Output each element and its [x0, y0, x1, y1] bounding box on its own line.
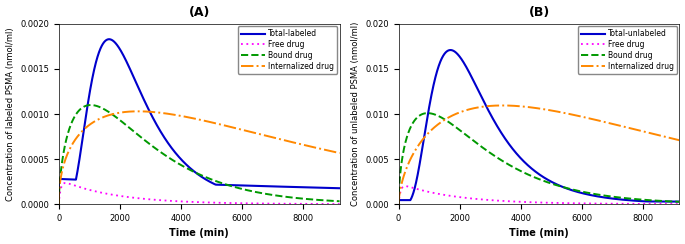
Title: (B): (B)	[528, 6, 549, 19]
Internalized drug	[66, 146, 75, 149]
Free drug	[406, 186, 414, 189]
Bound drug	[71, 114, 79, 117]
Total-labeled	[66, 178, 75, 181]
Line: Internalized drug: Internalized drug	[59, 111, 340, 204]
Free drug	[110, 193, 118, 196]
Bound drug	[406, 127, 414, 130]
Internalized drug	[110, 112, 118, 115]
Free drug	[411, 187, 419, 190]
Bound drug	[675, 200, 684, 203]
Internalized drug	[71, 138, 79, 141]
Free drug	[675, 203, 684, 205]
Line: Bound drug: Bound drug	[399, 113, 680, 204]
Internalized drug	[321, 148, 329, 151]
Line: Bound drug: Bound drug	[59, 105, 340, 204]
Line: Total-labeled: Total-labeled	[59, 39, 340, 204]
X-axis label: Time (min): Time (min)	[509, 228, 569, 238]
Internalized drug	[406, 158, 414, 161]
Free drug	[532, 201, 540, 204]
Bound drug	[110, 114, 118, 117]
Internalized drug	[411, 149, 419, 152]
Internalized drug	[498, 104, 506, 107]
Bound drug	[411, 118, 419, 121]
Free drug	[55, 203, 63, 206]
Internalized drug	[56, 182, 64, 184]
Total-labeled	[71, 178, 79, 181]
Free drug	[401, 185, 410, 188]
Bound drug	[192, 171, 200, 174]
Total-unlabeled	[447, 49, 455, 51]
Total-unlabeled	[532, 171, 540, 173]
Total-unlabeled	[449, 50, 458, 52]
Total-unlabeled	[411, 184, 419, 187]
Total-labeled	[321, 186, 329, 189]
Free drug	[395, 203, 403, 206]
Y-axis label: Concentration of labeled PSMA (nmol/ml): Concentration of labeled PSMA (nmol/ml)	[5, 27, 14, 201]
Line: Total-unlabeled: Total-unlabeled	[399, 50, 680, 204]
Total-labeled	[105, 38, 113, 41]
Bound drug	[321, 199, 329, 202]
Free drug	[62, 182, 70, 184]
Internalized drug	[660, 135, 669, 138]
Bound drug	[395, 203, 403, 206]
Internalized drug	[449, 113, 458, 116]
Bound drug	[55, 203, 63, 206]
Y-axis label: Concentration of unlabeled PSMA (nmol/ml): Concentration of unlabeled PSMA (nmol/ml…	[351, 22, 360, 206]
Free drug	[660, 203, 669, 205]
Total-labeled	[336, 187, 344, 190]
Free drug	[449, 195, 458, 198]
Free drug	[336, 203, 344, 205]
Bound drug	[532, 176, 540, 179]
Total-unlabeled	[660, 200, 669, 203]
Internalized drug	[396, 191, 404, 193]
Legend: Total-unlabeled, Free drug, Bound drug, Internalized drug: Total-unlabeled, Free drug, Bound drug, …	[577, 26, 677, 74]
Internalized drug	[134, 110, 142, 113]
Internalized drug	[532, 107, 540, 110]
Bound drug	[423, 112, 432, 115]
Internalized drug	[192, 117, 200, 120]
Free drug	[66, 183, 75, 186]
X-axis label: Time (min): Time (min)	[169, 228, 229, 238]
Free drug	[71, 184, 79, 187]
Title: (A): (A)	[188, 6, 210, 19]
Internalized drug	[336, 152, 344, 154]
Free drug	[56, 192, 64, 194]
Free drug	[192, 201, 200, 203]
Total-labeled	[55, 203, 63, 206]
Bound drug	[86, 103, 95, 106]
Bound drug	[396, 176, 404, 179]
Internalized drug	[395, 203, 403, 206]
Bound drug	[56, 179, 64, 182]
Total-unlabeled	[395, 203, 403, 206]
Line: Free drug: Free drug	[59, 183, 340, 204]
Bound drug	[336, 200, 344, 203]
Free drug	[396, 193, 404, 196]
Bound drug	[449, 124, 458, 127]
Free drug	[321, 203, 329, 205]
Total-unlabeled	[406, 199, 414, 202]
Total-labeled	[56, 178, 64, 181]
Total-unlabeled	[396, 199, 404, 202]
Internalized drug	[675, 139, 684, 142]
Line: Internalized drug: Internalized drug	[399, 105, 680, 204]
Total-unlabeled	[675, 200, 684, 203]
Line: Free drug: Free drug	[399, 186, 680, 204]
Bound drug	[66, 124, 75, 127]
Bound drug	[660, 200, 669, 203]
Internalized drug	[55, 203, 63, 206]
Total-labeled	[110, 40, 118, 43]
Total-labeled	[192, 172, 200, 174]
Legend: Total-labeled, Free drug, Bound drug, Internalized drug: Total-labeled, Free drug, Bound drug, In…	[238, 26, 337, 74]
